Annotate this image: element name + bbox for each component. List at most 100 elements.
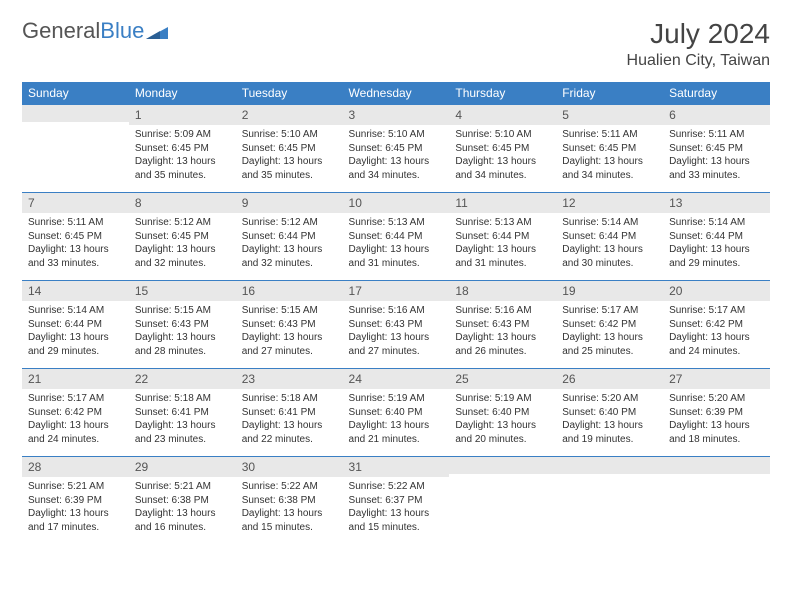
day-line: Sunset: 6:43 PM	[135, 318, 230, 332]
dayhead-wednesday: Wednesday	[343, 82, 450, 104]
day-line: Sunrise: 5:11 AM	[28, 216, 123, 230]
calendar-cell	[556, 456, 663, 544]
day-line: Sunrise: 5:14 AM	[562, 216, 657, 230]
day-line: Daylight: 13 hours and 27 minutes.	[349, 331, 444, 358]
day-number: 15	[129, 280, 236, 301]
day-line: Sunrise: 5:16 AM	[455, 304, 550, 318]
day-line: Sunset: 6:37 PM	[349, 494, 444, 508]
calendar-cell: 16Sunrise: 5:15 AMSunset: 6:43 PMDayligh…	[236, 280, 343, 368]
day-line: Daylight: 13 hours and 25 minutes.	[562, 331, 657, 358]
dayhead-thursday: Thursday	[449, 82, 556, 104]
calendar-cell: 30Sunrise: 5:22 AMSunset: 6:38 PMDayligh…	[236, 456, 343, 544]
dayhead-tuesday: Tuesday	[236, 82, 343, 104]
day-number: 8	[129, 192, 236, 213]
day-line: Sunset: 6:44 PM	[349, 230, 444, 244]
day-number: 28	[22, 456, 129, 477]
day-line: Daylight: 13 hours and 33 minutes.	[28, 243, 123, 270]
calendar-cell: 5Sunrise: 5:11 AMSunset: 6:45 PMDaylight…	[556, 104, 663, 192]
day-line: Daylight: 13 hours and 34 minutes.	[455, 155, 550, 182]
dayhead-sunday: Sunday	[22, 82, 129, 104]
calendar-cell: 9Sunrise: 5:12 AMSunset: 6:44 PMDaylight…	[236, 192, 343, 280]
day-content: Sunrise: 5:22 AMSunset: 6:37 PMDaylight:…	[343, 477, 450, 540]
day-content: Sunrise: 5:18 AMSunset: 6:41 PMDaylight:…	[129, 389, 236, 452]
day-content: Sunrise: 5:12 AMSunset: 6:45 PMDaylight:…	[129, 213, 236, 276]
day-line: Sunset: 6:43 PM	[242, 318, 337, 332]
day-number: 25	[449, 368, 556, 389]
calendar-cell: 17Sunrise: 5:16 AMSunset: 6:43 PMDayligh…	[343, 280, 450, 368]
calendar-cell: 24Sunrise: 5:19 AMSunset: 6:40 PMDayligh…	[343, 368, 450, 456]
day-line: Sunrise: 5:11 AM	[669, 128, 764, 142]
day-line: Sunset: 6:42 PM	[562, 318, 657, 332]
day-line: Sunset: 6:45 PM	[455, 142, 550, 156]
day-line: Sunrise: 5:11 AM	[562, 128, 657, 142]
day-line: Daylight: 13 hours and 23 minutes.	[135, 419, 230, 446]
day-line: Sunrise: 5:18 AM	[135, 392, 230, 406]
calendar-cell: 23Sunrise: 5:18 AMSunset: 6:41 PMDayligh…	[236, 368, 343, 456]
day-line: Daylight: 13 hours and 31 minutes.	[349, 243, 444, 270]
page-title: July 2024	[627, 18, 770, 50]
logo: GeneralBlue	[22, 18, 168, 44]
day-line: Daylight: 13 hours and 19 minutes.	[562, 419, 657, 446]
day-content: Sunrise: 5:15 AMSunset: 6:43 PMDaylight:…	[236, 301, 343, 364]
day-number: 31	[343, 456, 450, 477]
day-content: Sunrise: 5:11 AMSunset: 6:45 PMDaylight:…	[663, 125, 770, 188]
day-line: Sunrise: 5:19 AM	[349, 392, 444, 406]
day-line: Daylight: 13 hours and 21 minutes.	[349, 419, 444, 446]
day-line: Sunset: 6:38 PM	[135, 494, 230, 508]
dayhead-monday: Monday	[129, 82, 236, 104]
day-content: Sunrise: 5:18 AMSunset: 6:41 PMDaylight:…	[236, 389, 343, 452]
day-line: Sunrise: 5:16 AM	[349, 304, 444, 318]
day-line: Sunrise: 5:14 AM	[28, 304, 123, 318]
day-line: Daylight: 13 hours and 32 minutes.	[242, 243, 337, 270]
day-line: Daylight: 13 hours and 35 minutes.	[135, 155, 230, 182]
calendar-cell: 19Sunrise: 5:17 AMSunset: 6:42 PMDayligh…	[556, 280, 663, 368]
calendar-cell: 14Sunrise: 5:14 AMSunset: 6:44 PMDayligh…	[22, 280, 129, 368]
day-content: Sunrise: 5:22 AMSunset: 6:38 PMDaylight:…	[236, 477, 343, 540]
day-line: Sunrise: 5:21 AM	[135, 480, 230, 494]
day-line: Sunrise: 5:20 AM	[562, 392, 657, 406]
day-content: Sunrise: 5:19 AMSunset: 6:40 PMDaylight:…	[449, 389, 556, 452]
day-line: Daylight: 13 hours and 33 minutes.	[669, 155, 764, 182]
day-line: Sunset: 6:45 PM	[242, 142, 337, 156]
day-number	[663, 456, 770, 474]
calendar-cell: 4Sunrise: 5:10 AMSunset: 6:45 PMDaylight…	[449, 104, 556, 192]
day-content: Sunrise: 5:17 AMSunset: 6:42 PMDaylight:…	[663, 301, 770, 364]
calendar-cell: 6Sunrise: 5:11 AMSunset: 6:45 PMDaylight…	[663, 104, 770, 192]
day-line: Sunset: 6:40 PM	[455, 406, 550, 420]
day-line: Sunrise: 5:12 AM	[242, 216, 337, 230]
day-number	[22, 104, 129, 122]
calendar-cell: 26Sunrise: 5:20 AMSunset: 6:40 PMDayligh…	[556, 368, 663, 456]
calendar-cell: 31Sunrise: 5:22 AMSunset: 6:37 PMDayligh…	[343, 456, 450, 544]
page-subtitle: Hualien City, Taiwan	[627, 52, 770, 70]
day-line: Sunset: 6:39 PM	[669, 406, 764, 420]
day-line: Daylight: 13 hours and 27 minutes.	[242, 331, 337, 358]
day-number: 18	[449, 280, 556, 301]
day-content: Sunrise: 5:10 AMSunset: 6:45 PMDaylight:…	[343, 125, 450, 188]
day-content: Sunrise: 5:16 AMSunset: 6:43 PMDaylight:…	[343, 301, 450, 364]
day-line: Daylight: 13 hours and 15 minutes.	[349, 507, 444, 534]
calendar-week-row: 21Sunrise: 5:17 AMSunset: 6:42 PMDayligh…	[22, 368, 770, 456]
title-block: July 2024 Hualien City, Taiwan	[627, 18, 770, 70]
calendar-cell: 25Sunrise: 5:19 AMSunset: 6:40 PMDayligh…	[449, 368, 556, 456]
day-number: 17	[343, 280, 450, 301]
day-line: Sunrise: 5:09 AM	[135, 128, 230, 142]
day-content: Sunrise: 5:11 AMSunset: 6:45 PMDaylight:…	[22, 213, 129, 276]
day-line: Daylight: 13 hours and 32 minutes.	[135, 243, 230, 270]
day-number: 5	[556, 104, 663, 125]
day-number: 16	[236, 280, 343, 301]
day-line: Daylight: 13 hours and 16 minutes.	[135, 507, 230, 534]
calendar-week-row: 7Sunrise: 5:11 AMSunset: 6:45 PMDaylight…	[22, 192, 770, 280]
calendar-week-row: 1Sunrise: 5:09 AMSunset: 6:45 PMDaylight…	[22, 104, 770, 192]
calendar-header-row: Sunday Monday Tuesday Wednesday Thursday…	[22, 82, 770, 104]
day-content: Sunrise: 5:20 AMSunset: 6:40 PMDaylight:…	[556, 389, 663, 452]
day-line: Sunset: 6:44 PM	[28, 318, 123, 332]
day-number: 11	[449, 192, 556, 213]
day-line: Daylight: 13 hours and 28 minutes.	[135, 331, 230, 358]
calendar-table: Sunday Monday Tuesday Wednesday Thursday…	[22, 82, 770, 544]
dayhead-friday: Friday	[556, 82, 663, 104]
day-line: Sunset: 6:45 PM	[562, 142, 657, 156]
day-line: Daylight: 13 hours and 17 minutes.	[28, 507, 123, 534]
day-content: Sunrise: 5:14 AMSunset: 6:44 PMDaylight:…	[663, 213, 770, 276]
day-content: Sunrise: 5:21 AMSunset: 6:38 PMDaylight:…	[129, 477, 236, 540]
day-number: 10	[343, 192, 450, 213]
